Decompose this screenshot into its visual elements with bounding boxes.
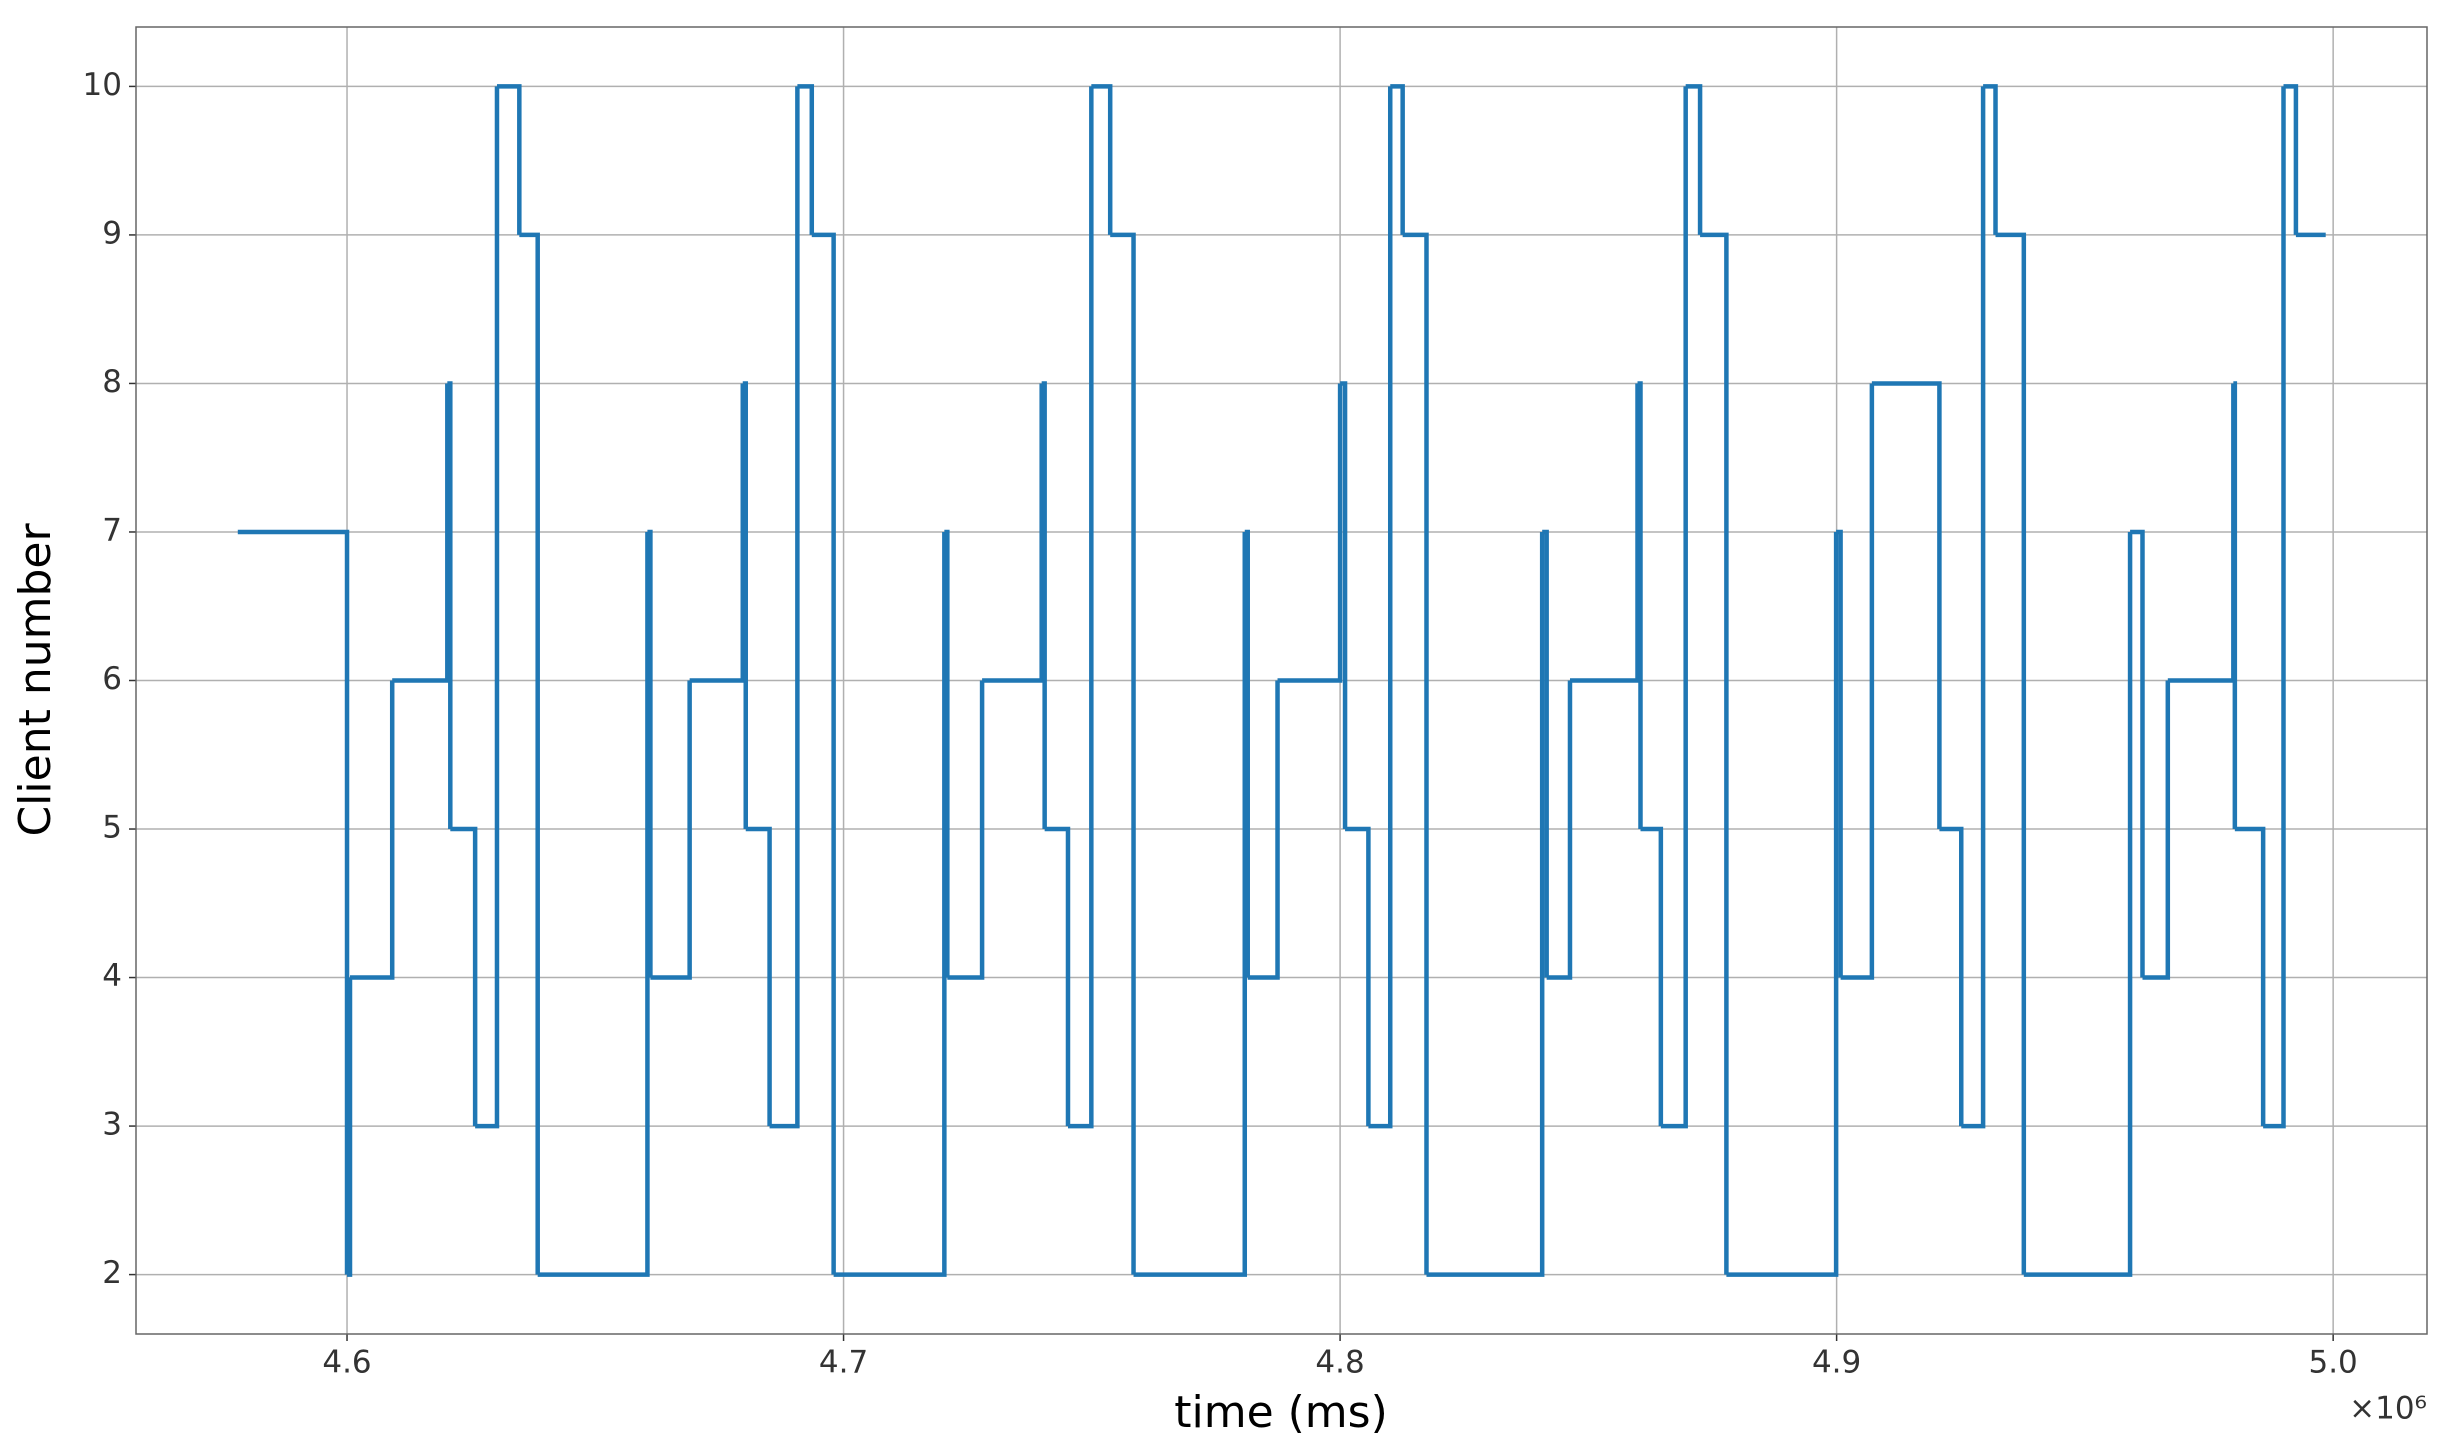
y-tick-label: 2 [102,1255,122,1291]
line-step [1983,84,1998,235]
line-step [689,383,746,683]
line-step [519,232,540,1275]
line-step [1840,383,1875,980]
line-step [350,680,395,980]
line-step [1995,232,2027,1275]
x-tick-label: 4.6 [322,1345,371,1381]
plot-frame [135,26,2428,1335]
line-step [944,529,950,978]
line-step [1247,680,1280,980]
line-step [769,86,800,1129]
y-tick-label: 8 [102,364,122,400]
line-step [1637,381,1643,830]
y-tick-label: 7 [102,512,122,548]
line-step [1546,680,1573,980]
line-step [1402,232,1429,1275]
x-tick-label: 4.9 [1812,1345,1861,1381]
line-step [1685,84,1703,235]
line-step [2023,531,2133,1277]
line-step [2263,86,2286,1129]
line-step [742,381,748,830]
line-step [1044,826,1071,1127]
line-step [496,84,522,235]
y-tick-label: 3 [102,1107,122,1143]
y-tick-label: 10 [83,67,122,103]
y-axis-label: Client number [10,523,61,837]
line-step [537,531,650,1277]
line-step [1244,529,1250,978]
line-step [1569,383,1640,683]
line-step [447,381,453,830]
line-step [1133,531,1248,1277]
line-step [1277,383,1343,683]
line-step [1368,86,1393,1129]
y-tick-label: 5 [102,810,122,846]
line-step [450,826,478,1127]
line-step [1542,529,1549,978]
line-step [1660,86,1688,1129]
line-step [2130,529,2145,978]
line-step [982,383,1044,683]
line-step [745,826,772,1127]
line-step [647,529,653,978]
x-tick-label: 4.8 [1315,1345,1364,1381]
x-axis-label: time (ms) [1174,1387,1388,1438]
line-step [947,680,985,980]
line-step [1836,529,1843,978]
line-step [833,531,947,1277]
line-step [1726,531,1839,1277]
line-step [392,383,450,683]
y-tick-label: 9 [102,215,122,251]
line-step [1426,531,1545,1277]
line-step [347,977,353,1277]
line-step [797,84,815,235]
line-step [2234,826,2266,1127]
line-step [1041,381,1047,830]
line-step [1939,826,1964,1127]
line-step [1961,86,1986,1129]
line-step [1640,826,1664,1127]
line-step [475,86,500,1129]
line-step [1067,86,1094,1129]
line-step [1390,84,1405,235]
y-tick-label: 6 [102,661,122,697]
line-step [650,680,692,980]
x-tick-label: 5.0 [2308,1345,2357,1381]
x-tick-label: 4.7 [819,1345,868,1381]
line-step [1345,826,1371,1127]
line-step [1091,84,1113,235]
line-step [2283,84,2299,235]
line-step [2232,381,2238,830]
line-step [1871,381,1942,830]
line-step [811,232,836,1275]
x-offset-label: ×10⁶ [2349,1391,2427,1427]
line-step [1700,232,1729,1275]
line-step [1110,232,1136,1275]
line-step [2142,680,2171,980]
line-step [1340,381,1348,830]
line-step [237,529,350,1275]
y-tick-label: 4 [102,958,122,994]
